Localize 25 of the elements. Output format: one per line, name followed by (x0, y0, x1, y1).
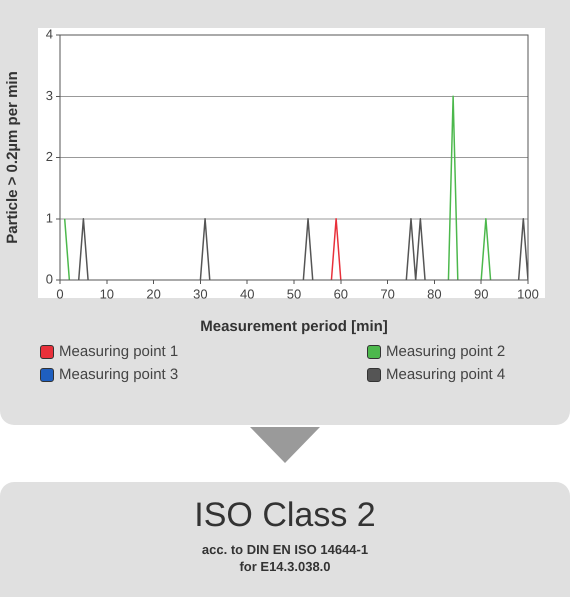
y-tick-label: 1 (46, 210, 53, 226)
text: acc. to DIN EN ISO 14644-1 (200, 541, 370, 558)
y-tick-label: 2 (46, 149, 53, 164)
y-axis-title: Particle > 0.2µm per min (4, 71, 22, 244)
legend-label: Measuring point 3 (59, 366, 178, 383)
x-tick-label: 0 (56, 286, 64, 302)
x-tick-label: 70 (380, 286, 395, 302)
x-tick-label: 60 (334, 286, 348, 302)
x-tick-label: 30 (193, 286, 208, 302)
x-tick-label: 50 (286, 286, 302, 302)
x-tick-label: 20 (146, 286, 161, 302)
x-tick-label: 40 (240, 286, 254, 302)
text: for E14.3.038.0 (238, 558, 332, 575)
y-tick-label: 4 (46, 26, 53, 42)
x-tick-label: 90 (474, 286, 488, 302)
y-tick-label: 3 (46, 88, 53, 103)
x-axis-title: Measurement period [min] (200, 318, 388, 336)
text: ISO Class 2 (193, 496, 377, 535)
legend-label: Measuring point 1 (59, 343, 178, 360)
legend-label: Measuring point 2 (386, 343, 506, 360)
y-tick-label: 0 (46, 272, 53, 287)
x-tick-label: 100 (517, 286, 539, 302)
legend-label: Measuring point 4 (386, 366, 506, 383)
x-tick-label: 10 (100, 286, 114, 302)
x-tick-label: 80 (427, 286, 442, 302)
